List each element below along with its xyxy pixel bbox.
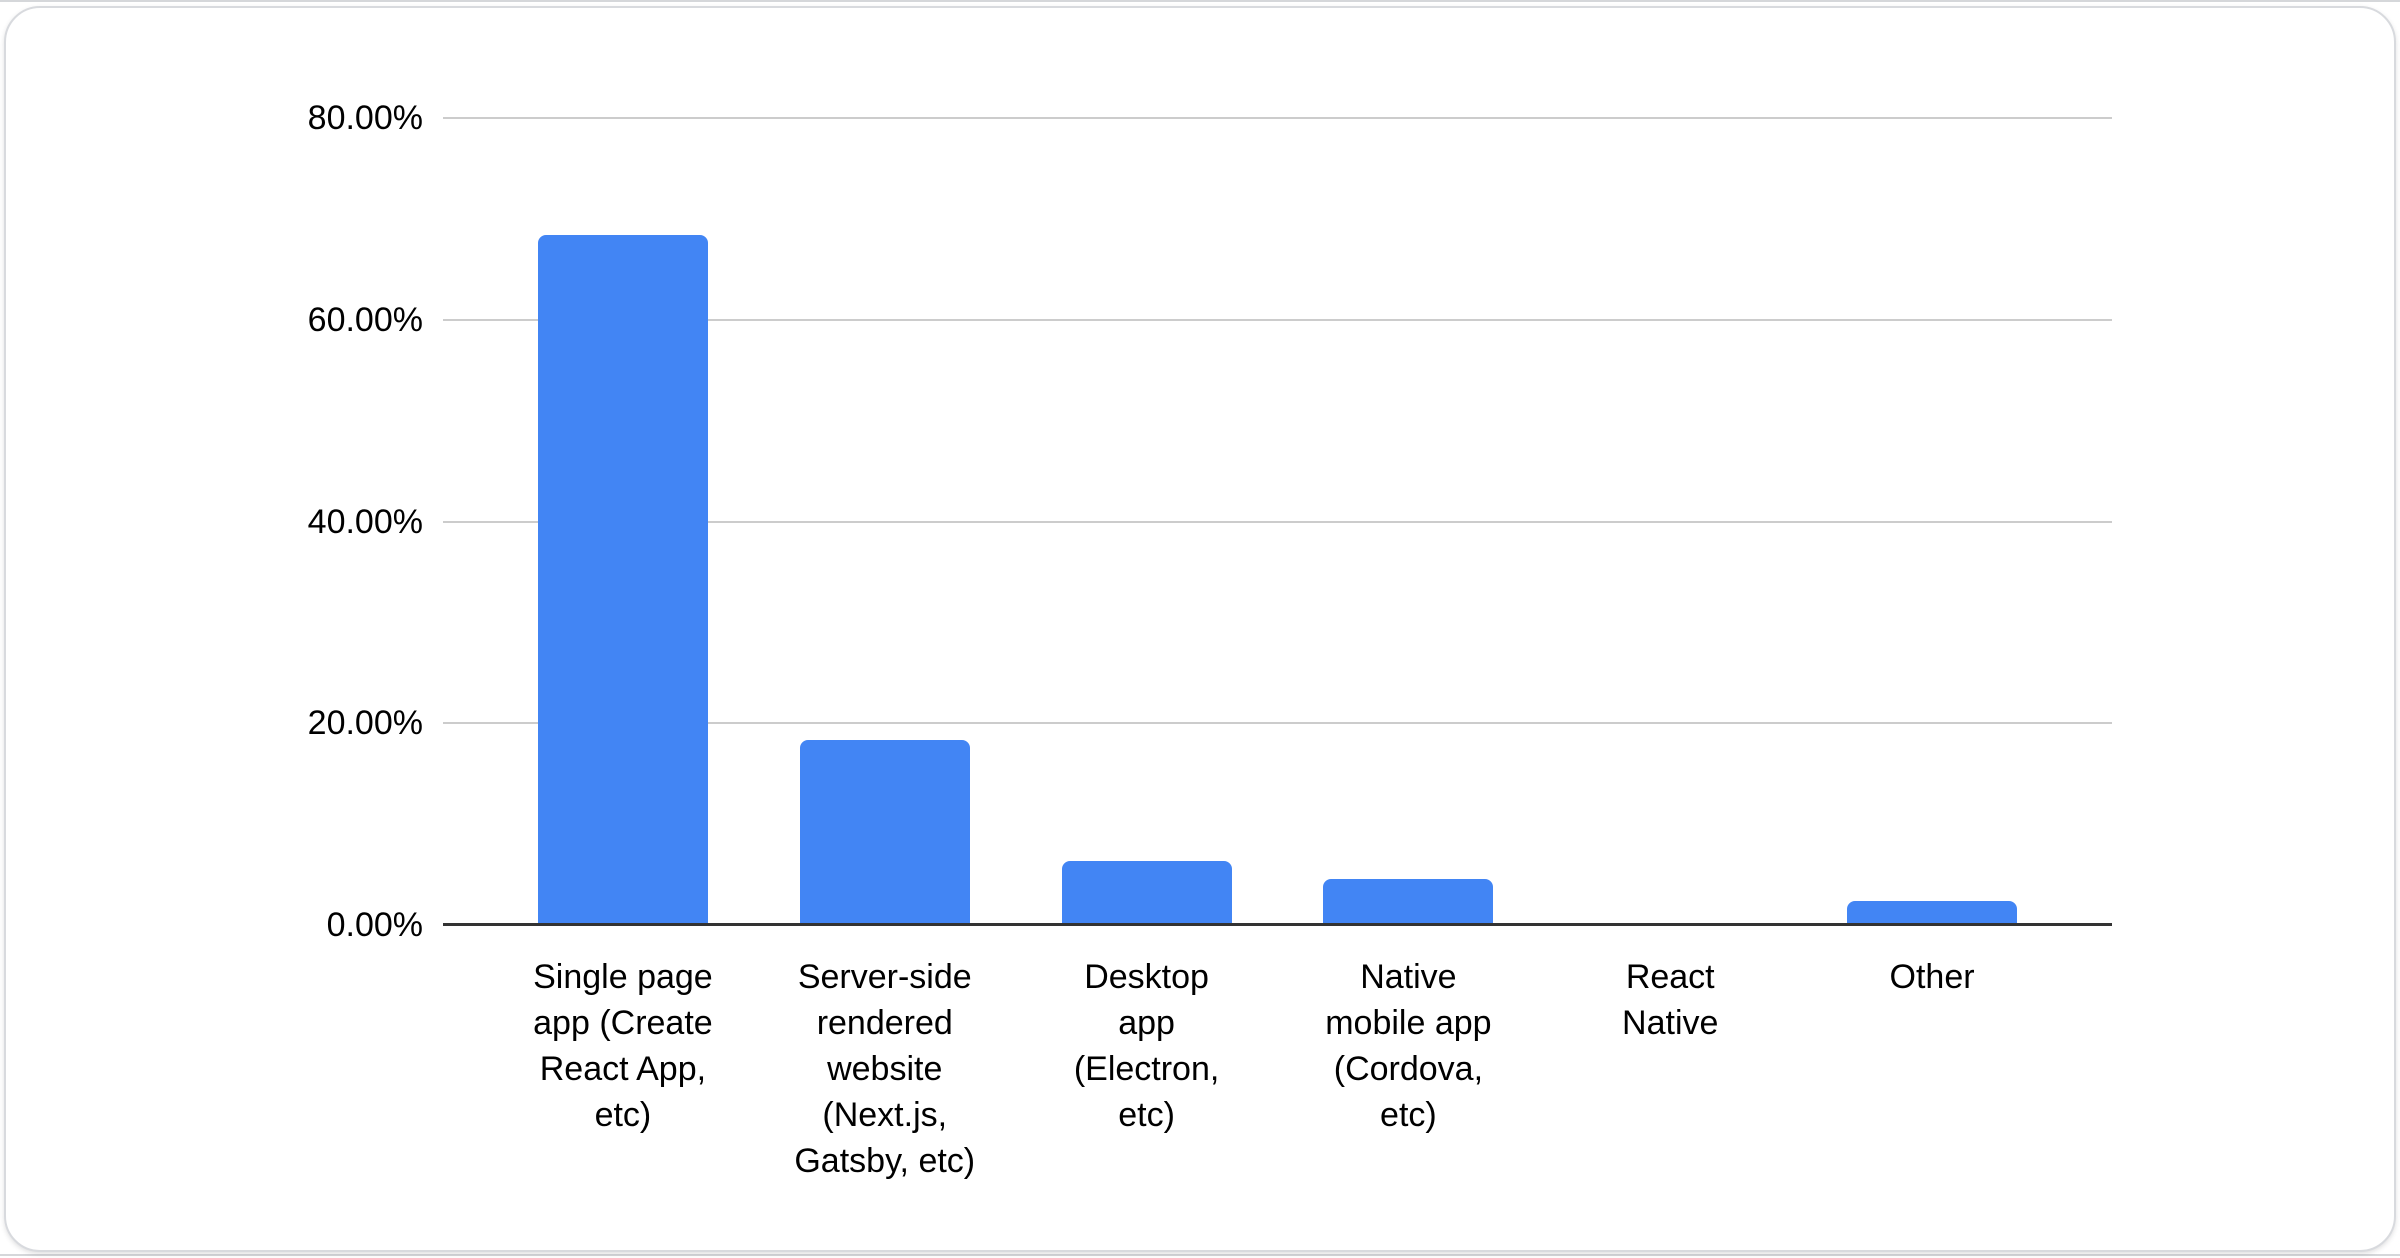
- bar[interactable]: [799, 740, 970, 925]
- y-tick-label: 20.00%: [307, 704, 423, 743]
- gridline: [443, 520, 2112, 523]
- bar-column: [492, 118, 754, 925]
- x-category-label: Server-side rendered website (Next.js, G…: [794, 958, 976, 1180]
- bar-column: [1539, 118, 1801, 925]
- x-category-label: Single page app (Create React App, etc): [533, 958, 713, 1134]
- chart-card: [4, 6, 2396, 1252]
- x-category-label: Other: [1889, 958, 1975, 996]
- gridline: [443, 318, 2112, 321]
- gridline: [443, 117, 2112, 119]
- bar-column: [1016, 118, 1278, 925]
- bar[interactable]: [1323, 879, 1494, 925]
- x-axis-labels: Single page app (Create React App, etc) S…: [492, 954, 2063, 1184]
- bar[interactable]: [1061, 861, 1232, 925]
- gridline: [443, 722, 2112, 725]
- x-axis-line: [443, 923, 2112, 926]
- y-tick-label: 80.00%: [307, 99, 423, 137]
- bars-container: [492, 118, 2063, 925]
- bar-column: [1801, 118, 2063, 925]
- x-category-label: Native mobile app (Cordova, etc): [1325, 958, 1492, 1134]
- bar-column: [754, 118, 1016, 925]
- bar-column: [1277, 118, 1539, 925]
- y-tick-label: 0.00%: [326, 906, 423, 944]
- y-tick-label: 60.00%: [307, 300, 423, 339]
- bar[interactable]: [1847, 901, 2018, 925]
- y-tick-label: 40.00%: [307, 502, 423, 541]
- bar[interactable]: [537, 235, 708, 925]
- x-category-label: React Native: [1622, 958, 1719, 1042]
- x-category-label: Desktop app (Electron, etc): [1073, 958, 1220, 1134]
